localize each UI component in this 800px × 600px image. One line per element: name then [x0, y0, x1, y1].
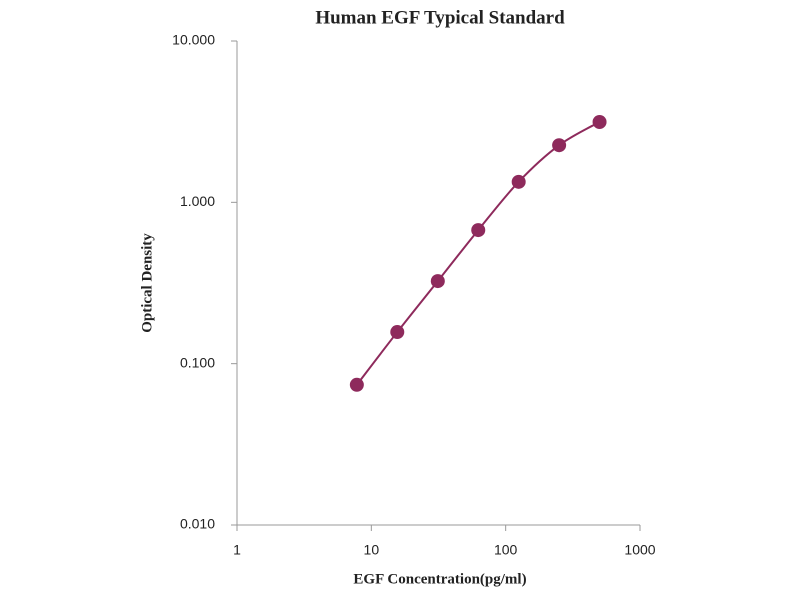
- data-point: [390, 325, 405, 340]
- x-tick-label: 10: [364, 542, 380, 558]
- x-tick-label: 100: [494, 542, 518, 558]
- data-point: [592, 114, 607, 129]
- fit-line: [356, 121, 601, 386]
- x-tick-label: 1: [233, 542, 241, 558]
- chart-title: Human EGF Typical Standard: [315, 7, 565, 28]
- data-point: [511, 174, 526, 189]
- y-tick-label: 1.000: [180, 193, 215, 209]
- y-axis-label: Optical Density: [139, 233, 155, 333]
- x-tick-label: 1000: [624, 542, 655, 558]
- data-point: [430, 274, 445, 289]
- data-point: [552, 138, 567, 153]
- x-axis-label: EGF Concentration(pg/ml): [353, 571, 526, 587]
- y-tick-label: 10.000: [172, 32, 215, 48]
- data-point: [349, 377, 364, 392]
- y-tick-label: 0.010: [180, 516, 215, 532]
- data-point: [471, 223, 486, 238]
- y-tick-label: 0.100: [180, 354, 215, 370]
